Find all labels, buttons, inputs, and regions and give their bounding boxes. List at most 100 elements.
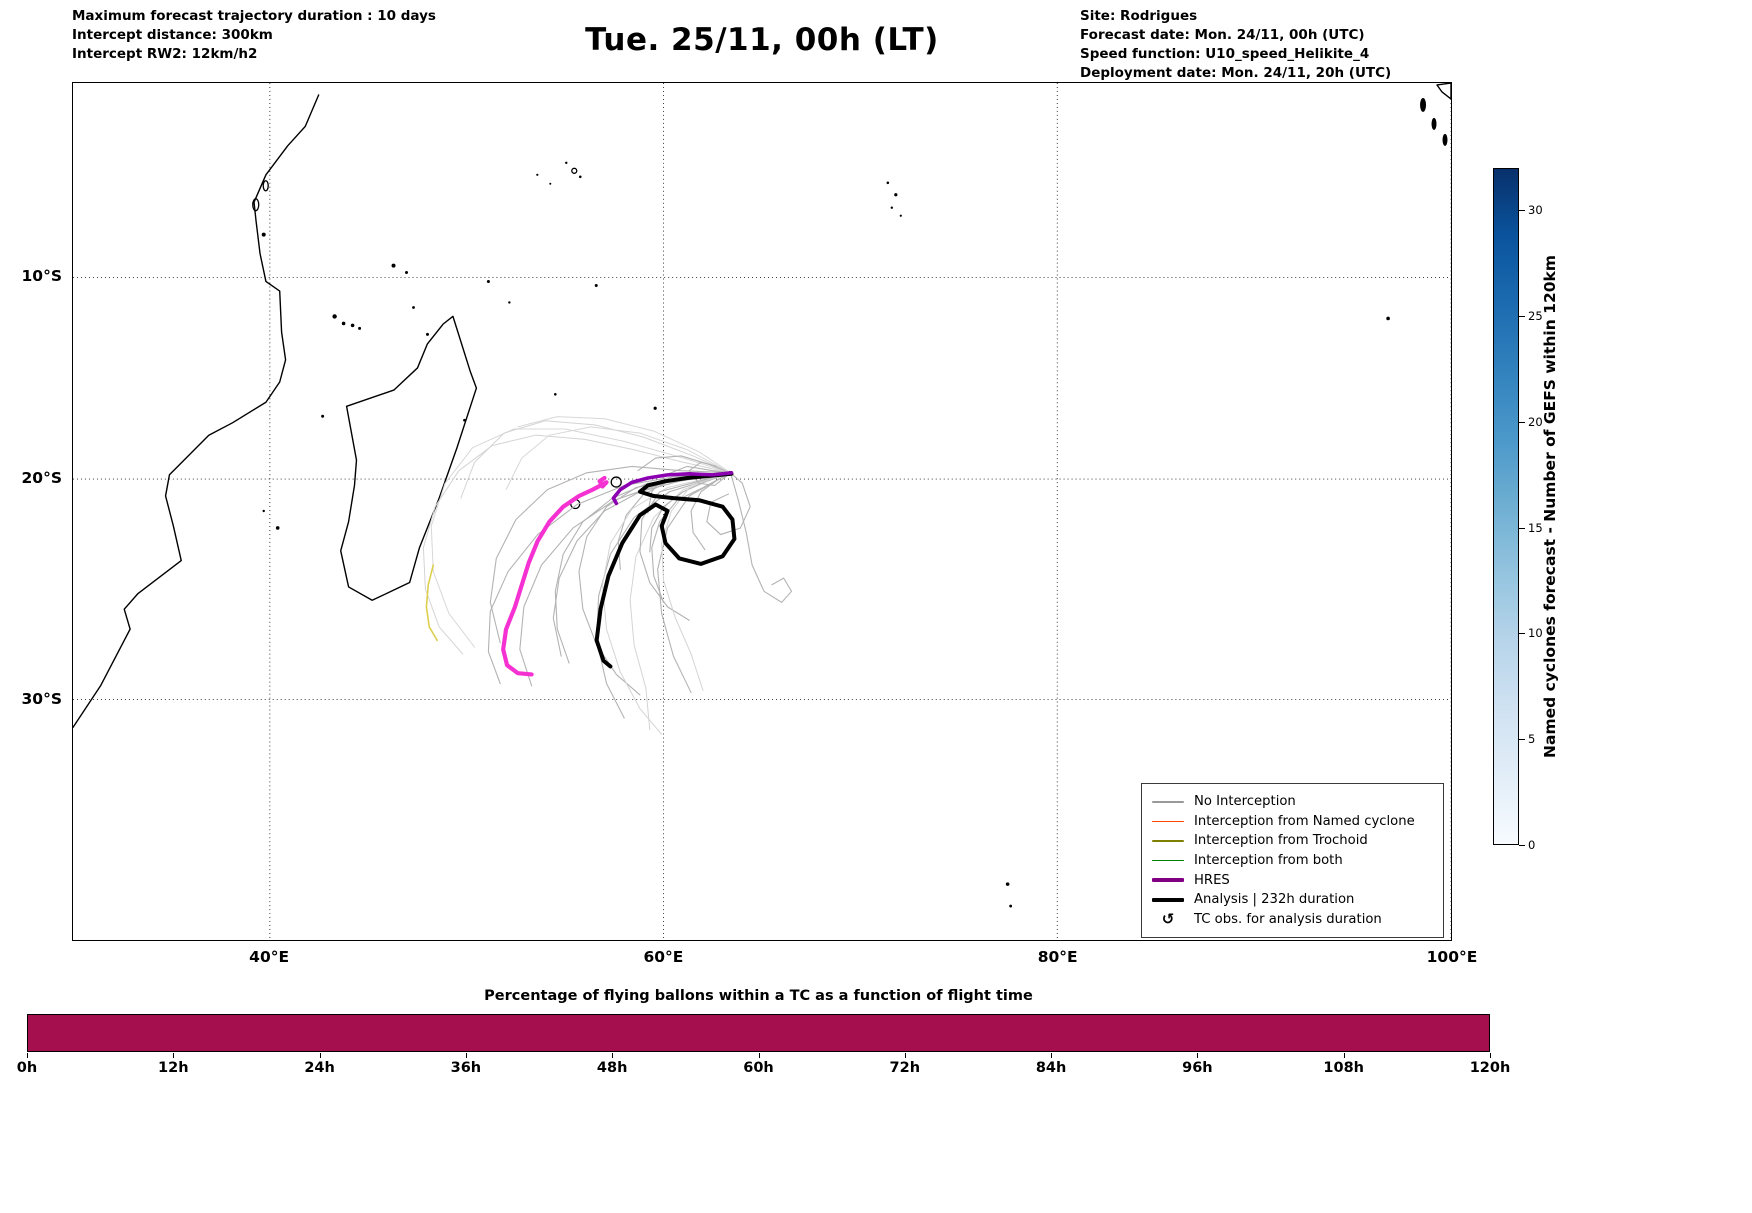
island xyxy=(391,263,396,268)
trajectory-gefs-09 xyxy=(657,472,732,694)
tc-obs-marker-icon: ↺ xyxy=(1161,909,1175,928)
bottom-tick-label: 48h xyxy=(596,1060,628,1076)
y-tick-label: 10°S xyxy=(21,267,62,285)
trajectory-gefs-03 xyxy=(460,420,732,499)
site-line: Site: Rodrigues xyxy=(1080,8,1198,24)
bottom-tick-mark xyxy=(612,1053,614,1058)
island xyxy=(1005,882,1010,886)
trajectory-gefs-23 xyxy=(661,472,732,691)
colorbar-tick-label: 30 xyxy=(1528,203,1543,218)
legend-label: Interception from both xyxy=(1194,853,1343,869)
island xyxy=(536,173,539,176)
bottom-tick-mark xyxy=(904,1053,906,1058)
madagascar-coastline xyxy=(340,315,478,601)
legend-item-both: Interception from both xyxy=(1152,851,1433,871)
bottom-tick-label: 0h xyxy=(16,1060,38,1076)
legend-label: Interception from Trochoid xyxy=(1194,833,1368,849)
bottom-tick-mark xyxy=(758,1053,760,1058)
x-tick-label: 60°E xyxy=(643,948,684,966)
flight-time-bar xyxy=(28,1015,1489,1051)
coastlines xyxy=(73,83,1451,908)
island xyxy=(252,198,260,212)
max-duration-line: Maximum forecast trajectory duration : 1… xyxy=(72,8,436,24)
island xyxy=(1386,316,1390,321)
legend-line-sample xyxy=(1152,840,1184,842)
colorbar-tick-label: 10 xyxy=(1528,626,1543,641)
bottom-tick-label: 120h xyxy=(1469,1060,1511,1076)
island xyxy=(341,321,346,326)
legend-line-sample xyxy=(1152,820,1184,823)
island xyxy=(1431,117,1437,130)
island xyxy=(262,180,269,192)
sumatra-corner-coastline xyxy=(1436,83,1451,100)
trajectory-gefs-06 xyxy=(519,472,732,687)
trajectory-hres-cyclone-track xyxy=(611,470,734,506)
island xyxy=(578,175,582,179)
colorbar-tick-mark xyxy=(1519,421,1525,423)
island xyxy=(899,214,902,217)
colorbar-tick-label: 20 xyxy=(1528,414,1543,429)
legend-label: Analysis | 232h duration xyxy=(1194,892,1355,908)
bottom-tick-mark xyxy=(1197,1053,1199,1058)
colorbar xyxy=(1493,168,1519,845)
trajectory-gefs-11 xyxy=(729,472,793,603)
trajectory-trochoid-1 xyxy=(425,564,438,642)
legend-item-hres: HRES xyxy=(1152,870,1433,890)
island xyxy=(1442,133,1448,146)
trajectory-gefs-10 xyxy=(706,472,751,536)
island xyxy=(261,232,266,237)
bottom-tick-mark xyxy=(465,1053,467,1058)
island xyxy=(890,206,894,209)
island xyxy=(275,526,280,530)
colorbar-tick-label: 15 xyxy=(1528,520,1543,535)
bottom-tick-mark xyxy=(173,1053,175,1058)
colorbar-label: Named cyclones forecast - Number of GEFS… xyxy=(1536,168,1564,845)
colorbar-tick-mark xyxy=(1519,633,1525,635)
legend-item-named-cyclone: Interception from Named cyclone xyxy=(1152,812,1433,832)
island xyxy=(594,284,598,288)
bottom-tick-label: 36h xyxy=(450,1060,482,1076)
trajectory-gefs-02 xyxy=(430,428,732,648)
map-legend: No Interception Interception from Named … xyxy=(1141,783,1444,939)
bottom-tick-label: 24h xyxy=(304,1060,335,1076)
colorbar-tick-mark xyxy=(1519,845,1525,846)
deployment-date-line: Deployment date: Mon. 24/11, 20h (UTC) xyxy=(1080,65,1392,81)
bottom-tick-label: 12h xyxy=(158,1060,189,1076)
x-tick-label: 100°E xyxy=(1426,948,1478,966)
legend-label: No Interception xyxy=(1194,794,1296,810)
forecast-config-block: Maximum forecast trajectory duration : 1… xyxy=(72,7,436,64)
legend-item-trochoid: Interception from Trochoid xyxy=(1152,831,1433,851)
trajectory-gefs-26 xyxy=(505,426,732,491)
bottom-tick-label: 108h xyxy=(1323,1060,1364,1076)
y-tick-label: 30°S xyxy=(21,690,62,708)
trajectory-gefs-04 xyxy=(517,416,732,474)
trajectories xyxy=(422,416,793,735)
legend-label: HRES xyxy=(1194,872,1230,888)
intercept-distance-line: Intercept distance: 300km xyxy=(72,27,273,43)
island xyxy=(886,181,890,185)
site-info-block: Site: Rodrigues Forecast date: Mon. 24/1… xyxy=(1080,7,1391,83)
island xyxy=(262,509,265,513)
legend-item-analysis: Analysis | 232h duration xyxy=(1152,890,1433,910)
bottom-bar-plot xyxy=(27,1014,1490,1052)
trajectory-gefs-16 xyxy=(637,455,732,474)
bottom-tick-label: 84h xyxy=(1035,1060,1067,1076)
colorbar-label-text: Named cyclones forecast - Number of GEFS… xyxy=(1541,255,1559,758)
trajectory-gefs-05 xyxy=(487,472,732,685)
y-tick-label: 20°S xyxy=(21,469,62,487)
x-tick-label: 80°E xyxy=(1037,948,1078,966)
bottom-tick-label: 96h xyxy=(1182,1060,1213,1076)
bottom-chart-title: Percentage of flying ballons within a TC… xyxy=(484,988,1033,1004)
legend-item-tc-obs: ↺ TC obs. for analysis duration xyxy=(1152,910,1433,930)
trajectory-hres-trajectory xyxy=(501,475,609,677)
trajectory-gefs-24 xyxy=(489,465,732,644)
bottom-tick-mark xyxy=(1051,1053,1053,1058)
legend-line-sample xyxy=(1152,801,1184,803)
island xyxy=(610,476,622,488)
colorbar-tick-mark xyxy=(1519,316,1525,318)
island xyxy=(1420,97,1427,112)
legend-line-sample xyxy=(1152,897,1184,902)
island xyxy=(425,332,429,336)
colorbar-tick-label: 25 xyxy=(1528,309,1543,324)
